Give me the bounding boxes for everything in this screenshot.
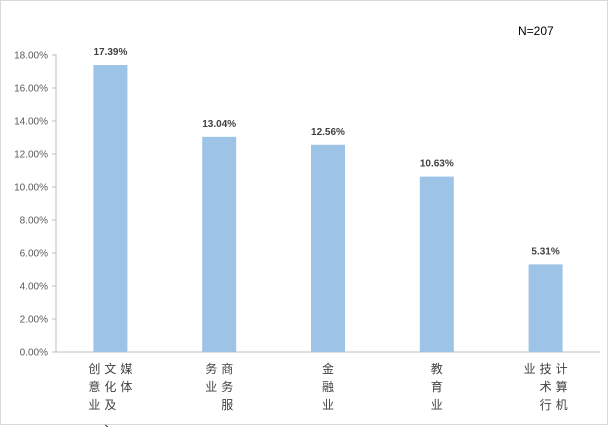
category-label-column: 业 [524,362,536,376]
y-tick-label: 0.00% [20,348,48,359]
category-label-column: 计算机 [556,362,568,412]
y-tick-label: 12.00% [14,150,48,161]
bar [202,136,237,352]
bar [528,264,563,352]
y-tick-label: 8.00% [20,216,48,227]
bar [419,176,454,352]
category-label-column: 务业 [205,361,217,394]
data-label: 17.39% [93,47,127,58]
category-label: 教育业 [431,361,443,412]
y-tick-label: 16.00% [14,84,48,95]
data-label: 10.63% [420,159,454,170]
bar [311,144,345,352]
category-label: 金融业 [322,361,334,412]
category-label-column: 文化及、 [104,361,116,427]
category-label-column: 教育业 [431,361,443,412]
y-tick-label: 10.00% [14,183,48,194]
data-label: 12.56% [311,127,345,138]
y-tick-label: 6.00% [20,249,48,260]
y-tick-labels: 0.00% 2.00% 4.00% 6.00% 8.00% 10.00% 12.00% 14.… [14,51,56,359]
category-label-column: 技术行 [540,362,552,412]
data-label: 5.31% [531,246,559,257]
bars [93,65,563,352]
y-tick-label: 4.00% [20,282,48,293]
data-label: 13.04% [202,119,236,130]
category-label-column: 商务服 [221,361,233,412]
sample-size-annotation: N=207 [518,24,554,38]
category-label-column: 媒体 [120,362,132,394]
y-tick-label: 2.00% [20,315,48,326]
category-label-column: 金融业 [322,361,334,412]
bar [93,65,128,352]
y-tick-label: 14.00% [14,117,48,128]
data-labels: 17.39% 13.04% 12.56% 10.63% 5.31% [93,47,559,257]
category-label-column: 创意业 [88,362,100,412]
y-tick-label: 18.00% [14,51,48,62]
